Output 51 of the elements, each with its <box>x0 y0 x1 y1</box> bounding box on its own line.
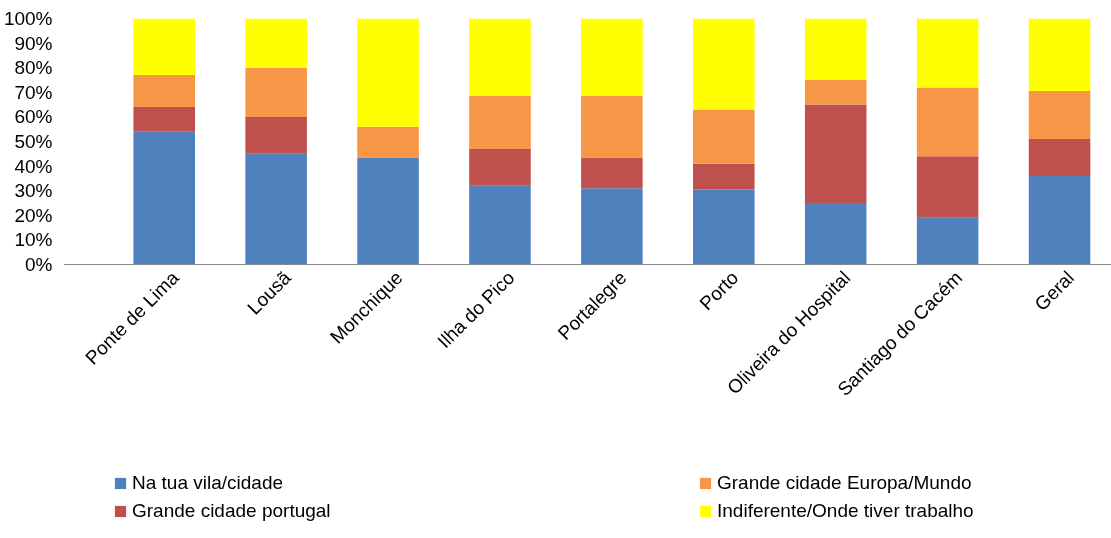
bar <box>469 95 531 149</box>
bar <box>581 157 643 189</box>
bar <box>469 18 531 96</box>
bar <box>693 163 755 190</box>
bar <box>469 148 531 186</box>
y-tick-label: 80% <box>14 57 53 79</box>
bar <box>1028 91 1091 140</box>
bar <box>804 80 867 105</box>
y-tick-label: 40% <box>14 155 53 177</box>
legend-label: Grande cidade Europa/Mundo <box>717 472 973 494</box>
bar <box>245 67 307 117</box>
bar <box>693 18 755 110</box>
bar <box>357 126 419 158</box>
y-tick-label: 20% <box>14 204 53 226</box>
bar <box>357 18 419 127</box>
bar <box>357 157 419 265</box>
bar <box>469 185 531 265</box>
bar <box>1028 175 1091 265</box>
bar <box>693 109 755 164</box>
y-tick-label: 10% <box>14 229 53 251</box>
bar <box>804 203 867 265</box>
legend-label: Grande cidade portugal <box>132 500 332 522</box>
bar <box>916 87 979 157</box>
bar <box>133 18 195 76</box>
bar <box>245 18 307 68</box>
y-tick-label: 100% <box>3 8 53 29</box>
bar <box>581 188 643 265</box>
bar <box>916 156 979 218</box>
y-tick-label: 70% <box>14 81 53 103</box>
legend-label: Indiferente/Onde tiver trabalho <box>717 500 975 522</box>
bar <box>133 107 195 132</box>
bar <box>1028 18 1091 92</box>
bar <box>693 189 755 265</box>
bar <box>245 153 307 265</box>
bar <box>804 18 867 80</box>
y-tick-label: 30% <box>14 180 53 202</box>
y-tick-label: 60% <box>14 106 53 128</box>
bar <box>245 116 307 154</box>
bar <box>581 95 643 158</box>
x-tick-label: Ilha do Pico <box>433 267 519 353</box>
bar <box>916 217 979 265</box>
bar <box>581 18 643 96</box>
y-tick-label: 0% <box>25 254 53 275</box>
bar <box>1028 139 1091 176</box>
bar <box>804 104 867 203</box>
bar <box>916 18 979 88</box>
legend-label: Na tua vila/cidade <box>132 472 285 494</box>
bar <box>133 75 195 108</box>
y-tick-label: 50% <box>14 131 53 152</box>
y-tick-label: 90% <box>14 32 53 54</box>
bar <box>133 131 195 265</box>
